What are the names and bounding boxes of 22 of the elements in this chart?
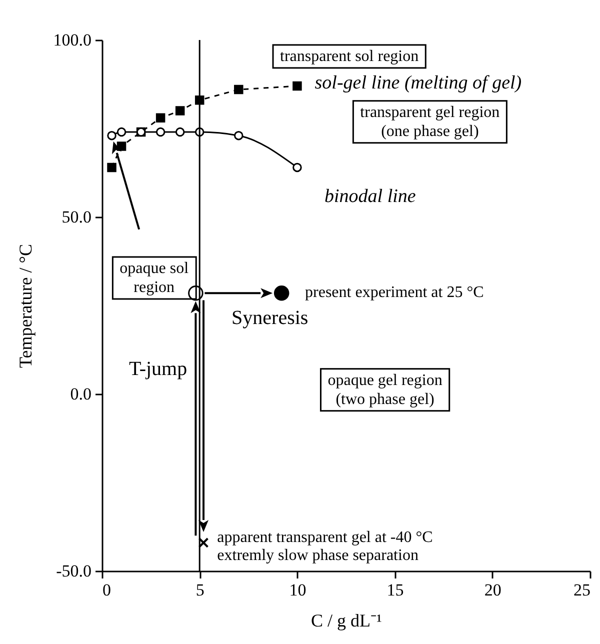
annotation: opaque sol region xyxy=(120,260,190,296)
y-tick-label: 0.0 xyxy=(70,384,92,404)
annotation: transparent gel region (one phase gel) xyxy=(360,104,500,140)
x-tick-label: 15 xyxy=(386,580,404,600)
series-label: binodal line xyxy=(324,186,416,207)
y-axis-title: Temperature / °C xyxy=(15,244,36,368)
annotation: transparent sol region xyxy=(280,48,419,65)
x-axis-title: C / g dL⁻¹ xyxy=(311,610,382,630)
x-tick-label: 10 xyxy=(289,580,306,600)
y-tick-label: 50.0 xyxy=(62,208,92,226)
y-tick-label: -50.0 xyxy=(56,562,92,580)
annotation: Syneresis xyxy=(232,306,308,329)
annotation: present experiment at 25 °C xyxy=(305,284,484,302)
annotation: T-jump xyxy=(128,358,188,380)
y-tick-label: 100.0 xyxy=(53,30,92,50)
x-tick-label: 25 xyxy=(574,580,590,600)
annotation: opaque gel region (two phase gel) xyxy=(328,372,442,408)
x-tick-label: 0 xyxy=(102,580,111,600)
x-tick-label: 5 xyxy=(196,580,204,600)
x-tick-label: 20 xyxy=(484,580,502,600)
series-label: sol-gel line (melting of gel) xyxy=(314,72,522,94)
annotation: apparent transparent gel at -40 °C extremly slow phase separation xyxy=(217,529,433,564)
